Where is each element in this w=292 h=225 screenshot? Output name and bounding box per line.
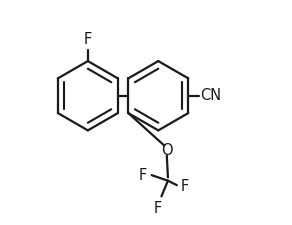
Text: F: F (138, 168, 147, 183)
Text: CN: CN (200, 88, 221, 103)
Text: F: F (154, 201, 162, 216)
Text: F: F (84, 32, 92, 47)
Text: O: O (161, 143, 173, 158)
Text: F: F (181, 179, 189, 194)
